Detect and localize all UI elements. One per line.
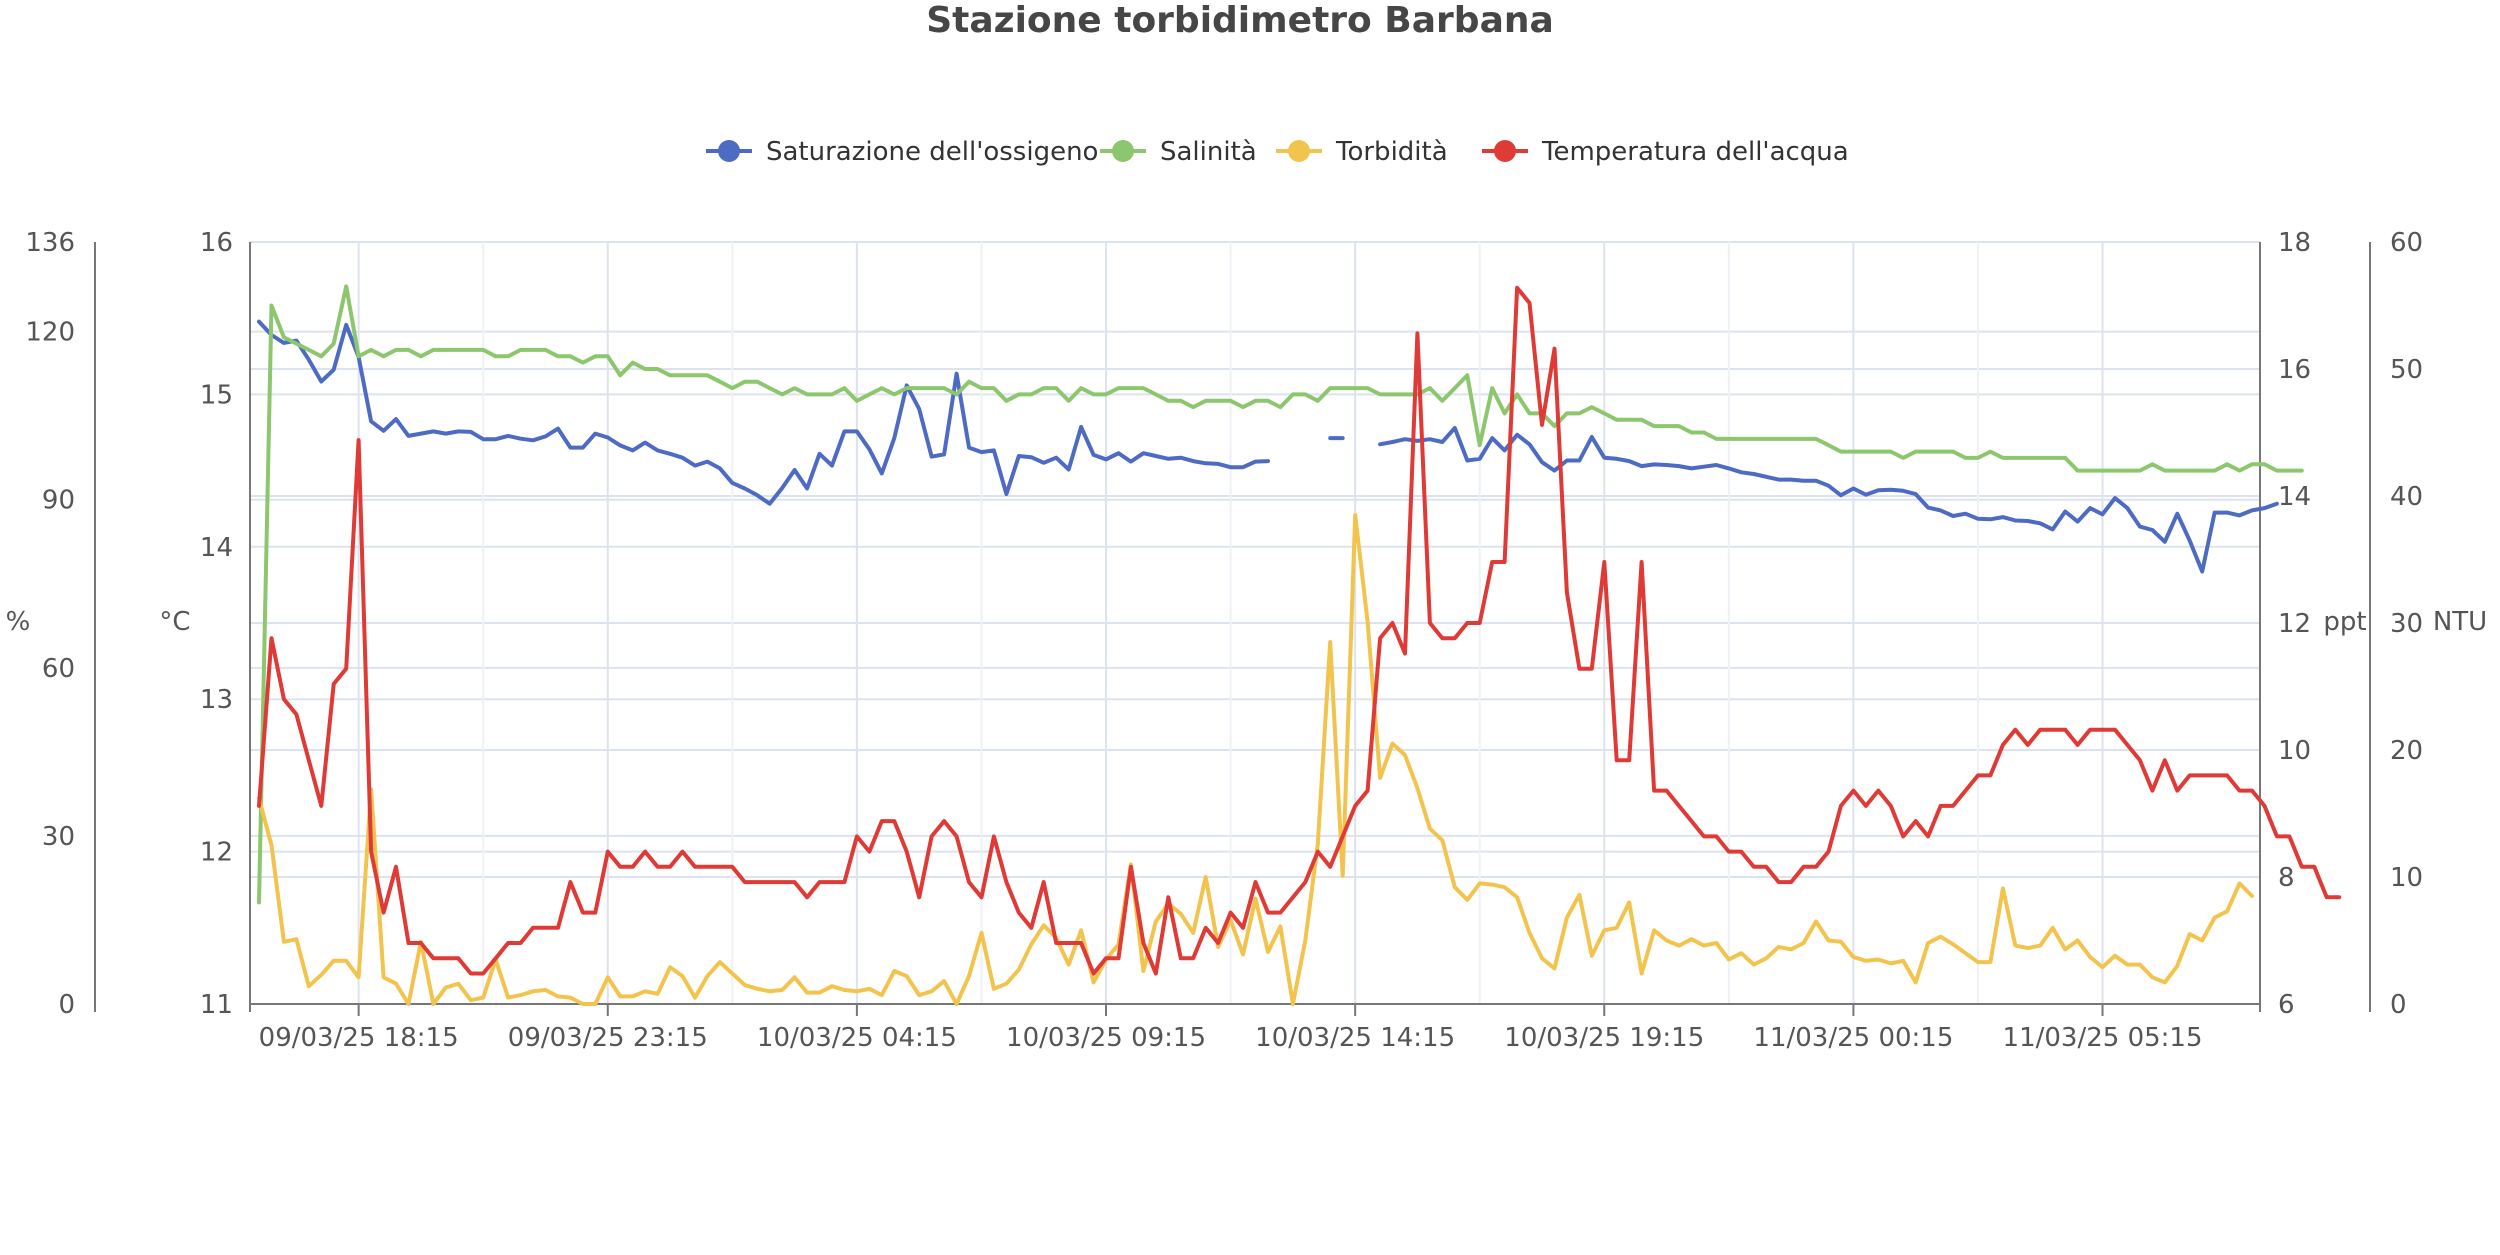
temp-tick-label: 15 [200,380,233,410]
ppt-tick-label: 12 [2278,609,2311,639]
pct-tick-label: 120 [25,318,75,348]
axes: 0 30 60 90 120 136 11 12 13 14 15 16 6 8 10 12 14 16 18 0 10… [6,228,2488,1053]
ntu-tick-label: 40 [2390,482,2423,512]
ppt-tick-label: 18 [2278,228,2311,258]
legend-dot-marker [1112,140,1134,162]
legend-dot-marker [718,140,740,162]
pct-tick-label: 136 [25,228,75,258]
legend-water-temperature: Temperatura dell'acqua [1482,137,1849,167]
legend-label: Torbidità [1335,137,1448,167]
x-tick-label: 09/03/25 23:15 [508,1023,708,1053]
legend-label: Saturazione dell'ossigeno [766,137,1098,167]
salinity-line [257,284,2304,905]
legend-salinity: Salinità [1100,137,1257,167]
ppt-tick-label: 6 [2278,990,2295,1020]
ntu-tick-label: 50 [2390,355,2423,385]
x-tick-label: 10/03/25 09:15 [1006,1023,1206,1053]
ntu-tick-label: 60 [2390,228,2423,258]
ntu-tick-label: 30 [2390,609,2423,639]
water-temperature-line [257,285,2342,976]
pct-tick-label: 60 [42,654,75,684]
temp-tick-label: 12 [200,838,233,868]
legend: Saturazione dell'ossigeno Salinità Torbidi… [706,137,1849,167]
legend-dot-marker [1288,140,1310,162]
temp-tick-label: 16 [200,228,233,258]
ppt-tick-label: 14 [2278,482,2311,512]
temp-tick-label: 13 [200,685,233,715]
pct-tick-label: 0 [58,990,75,1020]
ntu-tick-label: 20 [2390,736,2423,766]
x-tick-label: 11/03/25 05:15 [2003,1023,2203,1053]
ntu-tick-label: 0 [2390,990,2407,1020]
x-tick-label: 09/03/25 18:15 [259,1023,459,1053]
temp-tick-label: 14 [200,533,233,563]
temp-axis-unit: °C [159,607,190,637]
pct-tick-label: 90 [42,486,75,516]
x-tick-label: 10/03/25 04:15 [757,1023,957,1053]
x-tick-label: 10/03/25 14:15 [1255,1023,1455,1053]
legend-oxygen-saturation: Saturazione dell'ossigeno [706,137,1098,167]
turbidity-line [257,513,2254,1006]
oxygen-saturation-line [257,319,2279,574]
chart-title: Stazione torbidimetro Barbana [926,0,1554,41]
x-tick-label: 11/03/25 00:15 [1753,1023,1953,1053]
legend-dot-marker [1494,140,1516,162]
ntu-tick-label: 10 [2390,863,2423,893]
x-tick-label: 10/03/25 19:15 [1504,1023,1704,1053]
legend-label: Temperatura dell'acqua [1541,137,1849,167]
legend-label: Salinità [1160,137,1257,167]
ppt-tick-label: 8 [2278,863,2295,893]
series-lines [257,284,2342,1006]
ppt-axis-unit: ppt [2323,607,2366,637]
ntu-axis-unit: NTU [2433,607,2487,637]
ppt-tick-label: 16 [2278,355,2311,385]
pct-axis-unit: % [6,607,31,637]
temp-tick-label: 11 [200,990,233,1020]
pct-tick-label: 30 [42,822,75,852]
legend-turbidity: Torbidità [1276,137,1448,167]
ppt-tick-label: 10 [2278,736,2311,766]
